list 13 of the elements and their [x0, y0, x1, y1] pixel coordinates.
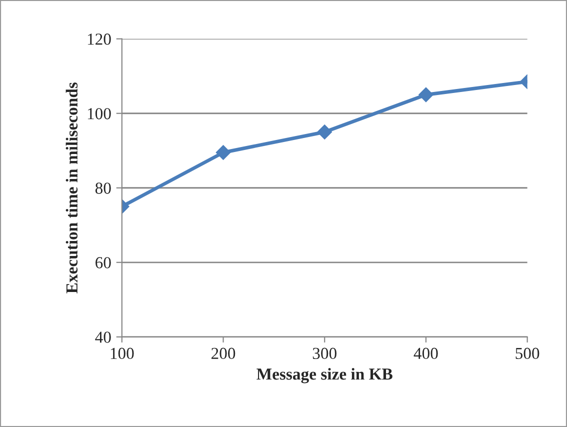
x-tick-label: 400: [414, 348, 438, 360]
x-tick-label: 200: [211, 348, 236, 360]
y-tick-label: 80: [95, 182, 111, 194]
x-axis-title: Message size in KB: [256, 368, 392, 384]
y-tick-label: 40: [95, 332, 111, 343]
y-tick-label: 120: [88, 34, 111, 45]
y-axis-title: Execution time in miliseconds: [66, 82, 78, 294]
x-tick-label: 100: [110, 348, 134, 360]
point: [317, 124, 332, 140]
y-tick-label: 60: [96, 257, 111, 268]
x-tick-label: 300: [312, 348, 336, 360]
y-tick-label: 100: [88, 108, 111, 120]
x-tick-label: 500: [516, 348, 540, 360]
